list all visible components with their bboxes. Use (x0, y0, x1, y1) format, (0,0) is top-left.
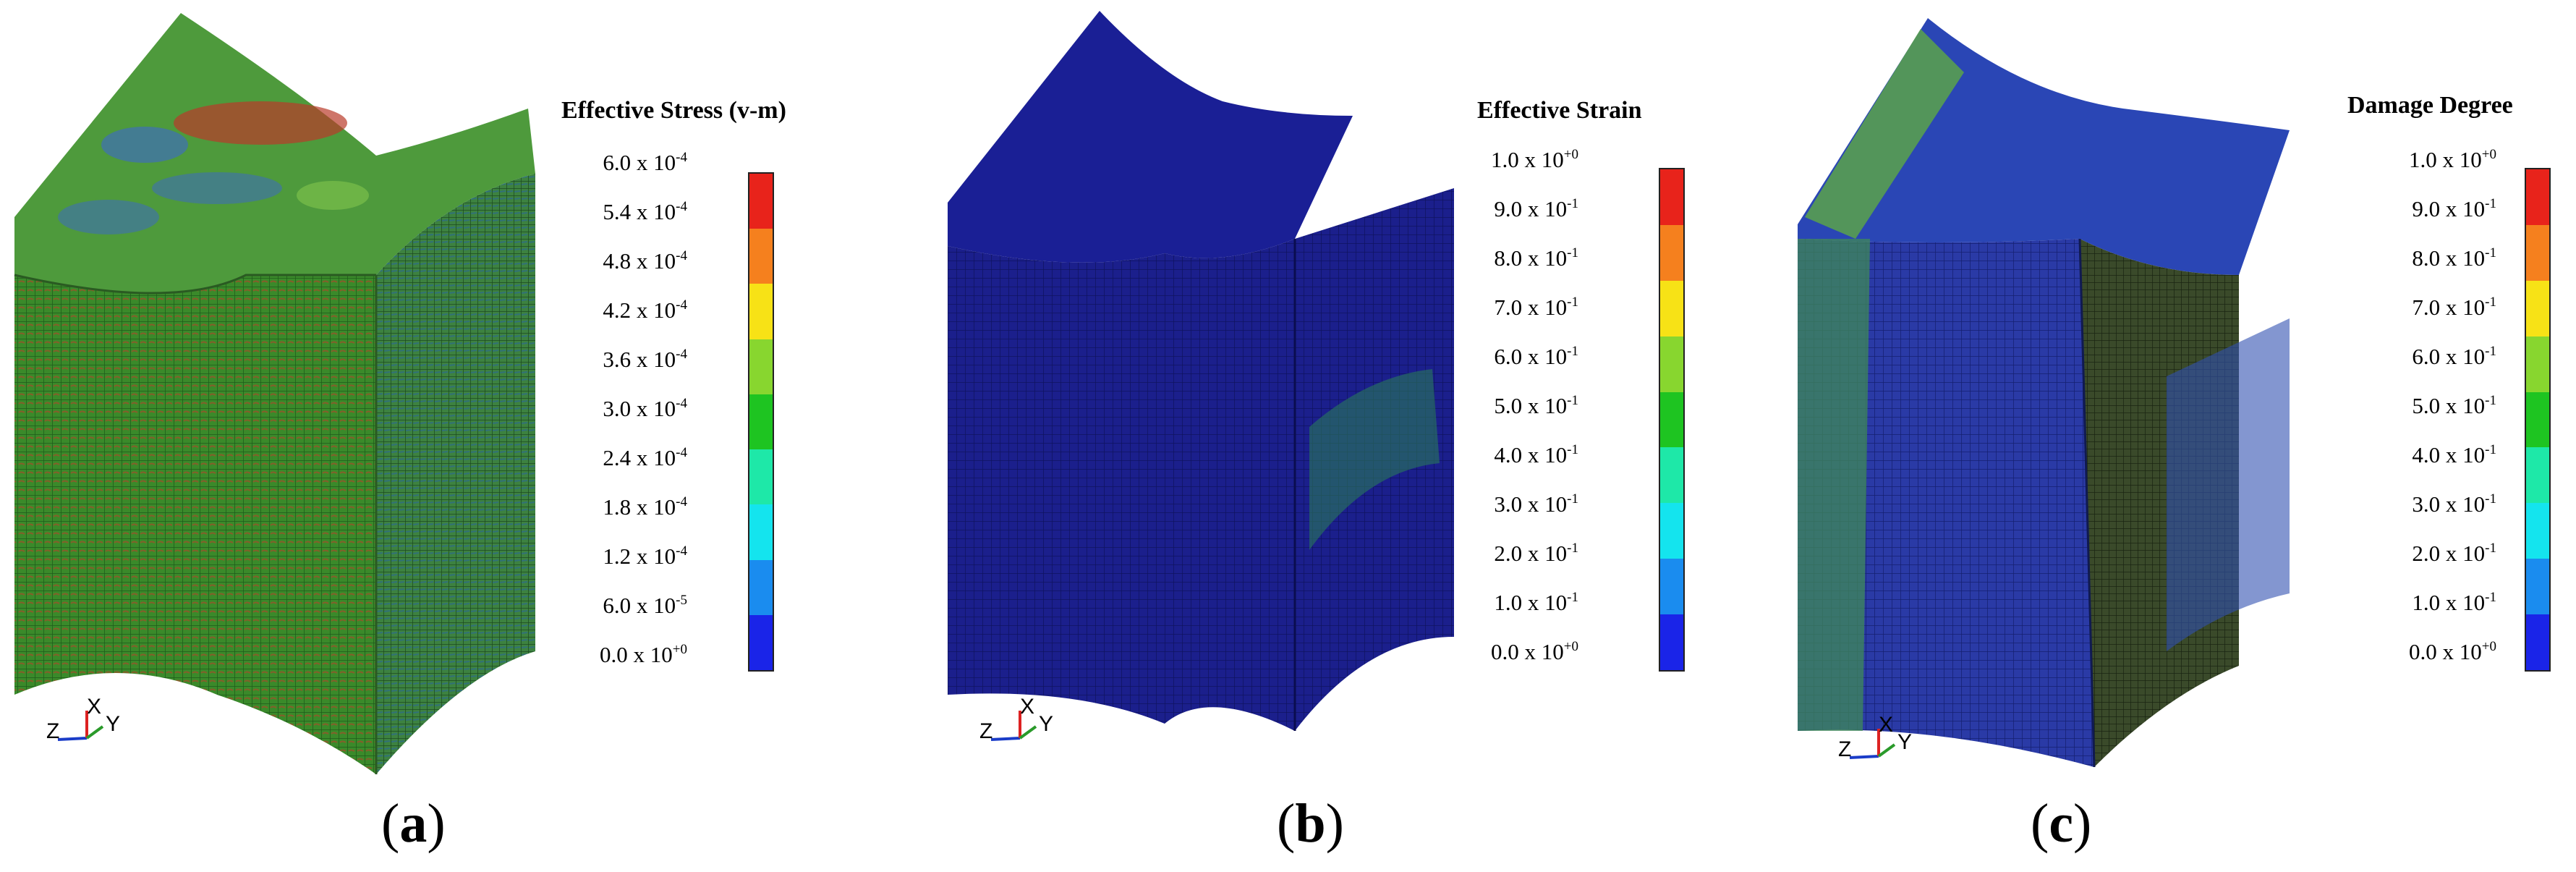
tick-label: 5.4 x 10-4 (603, 199, 687, 224)
tick-label: 0.0 x 10+0 (600, 642, 687, 667)
tick-label: 7.0 x 10-1 (2412, 295, 2496, 320)
tick-label: 1.0 x 10+0 (1491, 147, 1578, 172)
tick-label: 6.0 x 10-1 (1494, 344, 1578, 369)
colorbar-segment (2526, 447, 2549, 504)
legend-title: Damage Degree (2347, 92, 2513, 119)
tick-label: 1.0 x 10-1 (2412, 590, 2496, 615)
legend-title: Effective Stress (v-m) (561, 97, 786, 124)
axis-x-label: X (87, 695, 101, 719)
tick-label: 4.0 x 10-1 (2412, 442, 2496, 467)
panel-a: Z X Y Effective Stress (v-m) 6.0 x 10-4 … (0, 0, 861, 872)
colorbar-segment (749, 174, 773, 229)
tick-label: 4.0 x 10-1 (1494, 442, 1578, 467)
tick-label: 3.6 x 10-4 (603, 347, 687, 372)
colorbar-segment (749, 449, 773, 505)
tick-label: 1.2 x 10-4 (603, 543, 687, 569)
legend-title: Effective Strain (1477, 97, 1642, 124)
stress-model-render (14, 13, 535, 774)
tick-label: 1.0 x 10+0 (2409, 147, 2496, 172)
axis-z-label: Z (46, 719, 59, 743)
colorbar (748, 172, 774, 672)
tick-label: 3.0 x 10-1 (2412, 491, 2496, 517)
panel-b: Z X Y Effective Strain 1.0 x 10+0 9.0 x … (861, 0, 1718, 872)
colorbar-segment (1660, 614, 1683, 670)
axis-y-label: Y (106, 712, 120, 736)
colorbar-segment (749, 339, 773, 394)
panel-c: Z X Y Damage Degree 1.0 x 10+0 9.0 x 10-… (1718, 0, 2576, 872)
colorbar-segment (1660, 224, 1683, 281)
colorbar-segment (749, 229, 773, 284)
tick-label: 9.0 x 10-1 (1494, 196, 1578, 221)
tick-label: 6.0 x 10-1 (2412, 344, 2496, 369)
colorbar-segment (1660, 336, 1683, 392)
colorbar-segment (1660, 391, 1683, 448)
tick-label: 0.0 x 10+0 (2409, 639, 2496, 664)
panel-caption: (b) (1277, 793, 1344, 854)
axis-x-label: X (1879, 713, 1893, 737)
colorbar-segment (2526, 614, 2549, 670)
colorbar (1659, 168, 1685, 672)
axis-z-label: Z (979, 719, 992, 743)
strain-model-render (948, 11, 1454, 731)
axis-y-label: Y (1039, 712, 1053, 736)
colorbar-segment (2526, 169, 2549, 225)
axis-x-label: X (1020, 695, 1034, 719)
tick-label: 6.0 x 10-4 (603, 150, 687, 175)
panel-caption: (c) (2031, 793, 2092, 854)
colorbar-segment (749, 284, 773, 339)
colorbar (2525, 168, 2551, 672)
axis-triad-icon: Z X Y (46, 695, 120, 743)
colorbar-segment (2526, 391, 2549, 448)
colorbar-segment (749, 614, 773, 670)
colorbar-segment (1660, 447, 1683, 504)
tick-label: 4.8 x 10-4 (603, 248, 687, 274)
colorbar-segment (749, 559, 773, 615)
colorbar-segment (2526, 336, 2549, 392)
tick-label: 2.0 x 10-1 (2412, 541, 2496, 566)
colorbar-segment (2526, 503, 2549, 559)
axis-y-label: Y (1897, 730, 1912, 754)
tick-label: 2.4 x 10-4 (603, 445, 687, 470)
tick-label: 8.0 x 10-1 (2412, 245, 2496, 271)
tick-label: 0.0 x 10+0 (1491, 639, 1578, 664)
panel-caption: (a) (381, 793, 446, 854)
colorbar-segment (749, 504, 773, 560)
colorbar-segment (749, 394, 773, 450)
tick-label: 5.0 x 10-1 (1494, 393, 1578, 418)
tick-label: 3.0 x 10-4 (603, 396, 687, 421)
colorbar-segment (1660, 169, 1683, 225)
tick-label: 2.0 x 10-1 (1494, 541, 1578, 566)
tick-label: 3.0 x 10-1 (1494, 491, 1578, 517)
colorbar-segment (2526, 559, 2549, 614)
colorbar-segment (1660, 280, 1683, 336)
axis-triad-icon: Z X Y (979, 695, 1053, 743)
colorbar-segment (1660, 503, 1683, 559)
tick-label: 7.0 x 10-1 (1494, 295, 1578, 320)
colorbar-segment (2526, 280, 2549, 336)
tick-label: 4.2 x 10-4 (603, 297, 687, 323)
tick-label: 1.0 x 10-1 (1494, 590, 1578, 615)
tick-label: 5.0 x 10-1 (2412, 393, 2496, 418)
tick-label: 8.0 x 10-1 (1494, 245, 1578, 271)
tick-label: 9.0 x 10-1 (2412, 196, 2496, 221)
tick-label: 6.0 x 10-5 (603, 593, 687, 618)
axis-z-label: Z (1838, 737, 1851, 761)
colorbar-segment (1660, 559, 1683, 614)
axis-triad-icon: Z X Y (1838, 713, 1912, 761)
tick-label: 1.8 x 10-4 (603, 494, 687, 520)
damage-model-render (1798, 18, 2290, 768)
colorbar-segment (2526, 224, 2549, 281)
